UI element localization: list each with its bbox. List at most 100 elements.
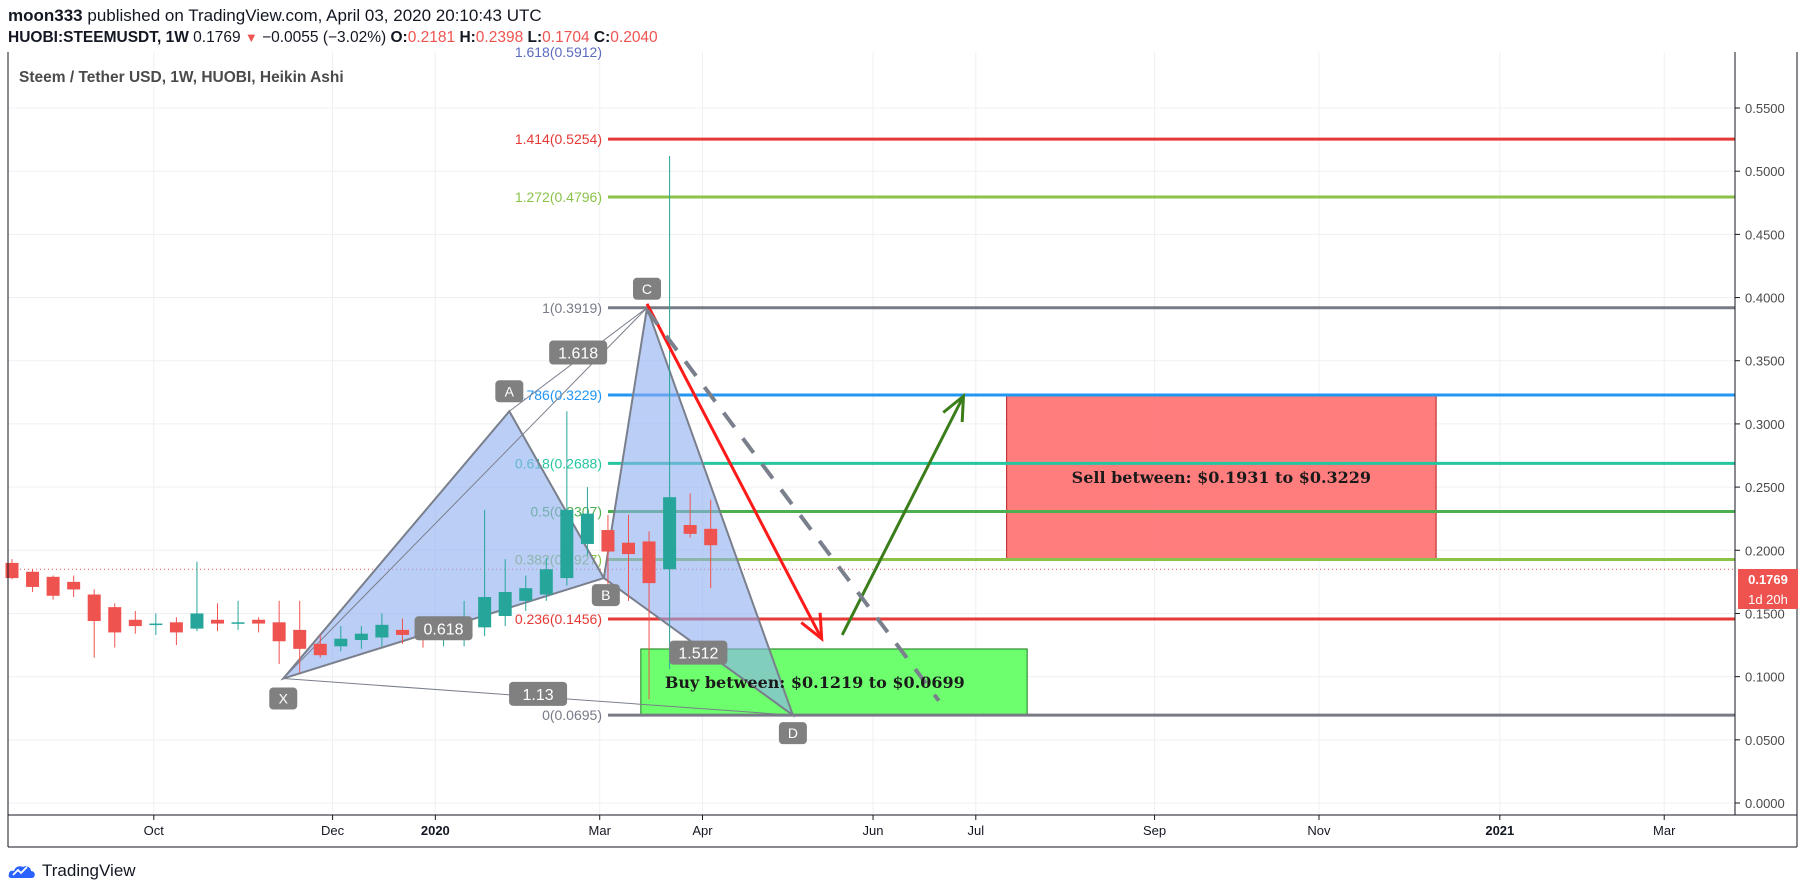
x-tick-label: Mar: [589, 823, 612, 838]
last-price: 0.1769: [193, 29, 241, 46]
red-arrow-line: [645, 303, 823, 640]
y-tick-label: 0.4500: [1745, 227, 1785, 242]
y-tick-label: 0.0500: [1745, 733, 1785, 748]
x-tick-label: Nov: [1307, 823, 1331, 838]
pattern-xc-line: [282, 307, 648, 679]
published-text: published on TradingView.com, April 03, …: [87, 6, 542, 25]
x-tick-label: Jun: [863, 823, 884, 838]
y-tick-label: 0.3500: [1745, 354, 1785, 369]
candle-body: [622, 542, 635, 555]
y-tick-label: 0.2000: [1745, 543, 1785, 558]
y-tick-label: 0.3000: [1745, 417, 1785, 432]
close-label: C:: [593, 29, 611, 46]
x-tick-label: Dec: [321, 823, 345, 838]
candle-body: [704, 528, 718, 546]
fib-label: 1.414(0.5254): [515, 131, 602, 147]
point-c-badge: [632, 277, 661, 300]
candle-body: [642, 541, 656, 584]
low-value: 0.1704: [542, 29, 590, 46]
countdown-label: 1d 20h: [1748, 592, 1788, 607]
green-arrow-line: [840, 395, 965, 636]
x-tick-label: Mar: [1653, 823, 1676, 838]
y-tick-label: 0.2500: [1745, 480, 1785, 495]
grid: [8, 52, 1735, 815]
ratio-label: 1.512: [678, 646, 718, 663]
ratio-badge: [414, 616, 473, 641]
fib-label-top: 1.618(0.5912): [515, 44, 602, 60]
ratio-label: 1.618: [558, 346, 598, 363]
point-a-badge: [495, 380, 524, 403]
point-x-label: X: [279, 691, 289, 707]
countdown-badge: [1738, 589, 1798, 609]
candle-body: [169, 622, 183, 633]
ratio-badge: [509, 681, 568, 706]
fib-label: 1.272(0.4796): [515, 189, 602, 205]
y-tick-label: 0.5000: [1745, 164, 1785, 179]
open-value: 0.2181: [407, 29, 456, 46]
y-tick-label: 0.0000: [1745, 796, 1785, 811]
candle-body: [354, 633, 368, 640]
open-label: O:: [390, 29, 408, 46]
close-value: 0.2040: [610, 29, 658, 46]
fib-label: 0.786(0.3229): [515, 387, 602, 403]
candle-body: [334, 638, 348, 647]
point-x-badge: [269, 687, 298, 710]
point-b-badge: [591, 584, 620, 607]
ratio-label: 0.618: [424, 621, 464, 638]
candle-body: [87, 594, 101, 622]
candle-body: [46, 576, 60, 596]
author-name[interactable]: moon333: [8, 6, 83, 25]
current-price-label: 0.1769: [1748, 572, 1788, 587]
y-tick-label: 0.1000: [1745, 670, 1785, 685]
ratio-badge: [549, 340, 608, 365]
candle-body: [5, 562, 19, 579]
point-a-label: A: [505, 383, 515, 399]
buy-zone-label: Buy between: $0.1219 to $0.0699: [665, 673, 965, 692]
tradingview-logo-icon: [8, 866, 35, 878]
candle-body: [26, 571, 40, 587]
fib-label: 1(0.3919): [542, 300, 602, 316]
ratio-label: 1.13: [523, 687, 554, 704]
y-tick-label: 0.5500: [1745, 101, 1785, 116]
candle-body: [211, 619, 224, 624]
candle-body: [498, 591, 512, 616]
symbol-info: HUOBI:STEEMUSDT, 1W 0.1769 ▼ −0.0055 (−3…: [8, 27, 658, 49]
point-b-label: B: [601, 587, 610, 603]
candle-body: [190, 613, 204, 629]
fib-layer: 1.414(0.5254) 1.272(0.4796) 1(0.3919) 0.786…: [8, 44, 1735, 723]
low-label: L:: [527, 29, 543, 46]
candle-body: [272, 622, 286, 642]
candle-body: [395, 629, 409, 635]
candle-body: [560, 509, 574, 579]
candle-body: [149, 623, 163, 626]
symbol-label: HUOBI:STEEMUSDT, 1W: [8, 29, 189, 46]
candle-body: [375, 624, 389, 638]
candle-body: [478, 597, 492, 628]
zones-layer: [640, 394, 1437, 716]
x-tick-label: Oct: [144, 823, 165, 838]
chart-title: Steem / Tether USD, 1W, HUOBI, Heikin As…: [19, 69, 344, 86]
ratio-badge: [669, 640, 728, 665]
candle-body: [663, 497, 677, 570]
fib-label: 0(0.0695): [542, 707, 602, 723]
y-tick-label: 0.4000: [1745, 291, 1785, 306]
green-arrow-head: [942, 392, 966, 423]
candle-body: [128, 619, 142, 627]
axes-layer: 0.5500 0.5000 0.4500 0.4000 0.3500 0.3000 0.25…: [7, 52, 1798, 848]
candle-body: [108, 607, 122, 633]
candle-body: [683, 525, 697, 534]
change-value: −0.0055 (−3.02%): [262, 29, 387, 46]
x-tick-label: Apr: [692, 823, 713, 838]
sell-zone-label: Sell between: $0.1931 to $0.3229: [1072, 468, 1371, 487]
footer[interactable]: TradingView: [8, 861, 136, 881]
red-arrow-head: [800, 612, 824, 642]
dashed-projection-line: [645, 308, 941, 702]
fib-label: 0.236(0.1456): [515, 611, 602, 627]
brand-name[interactable]: TradingView: [42, 861, 136, 880]
down-triangle-icon: ▼: [244, 30, 258, 45]
candle-body: [231, 622, 245, 624]
current-price-badge: [1738, 569, 1798, 589]
high-label: H:: [459, 29, 476, 46]
candle-body: [519, 588, 533, 601]
